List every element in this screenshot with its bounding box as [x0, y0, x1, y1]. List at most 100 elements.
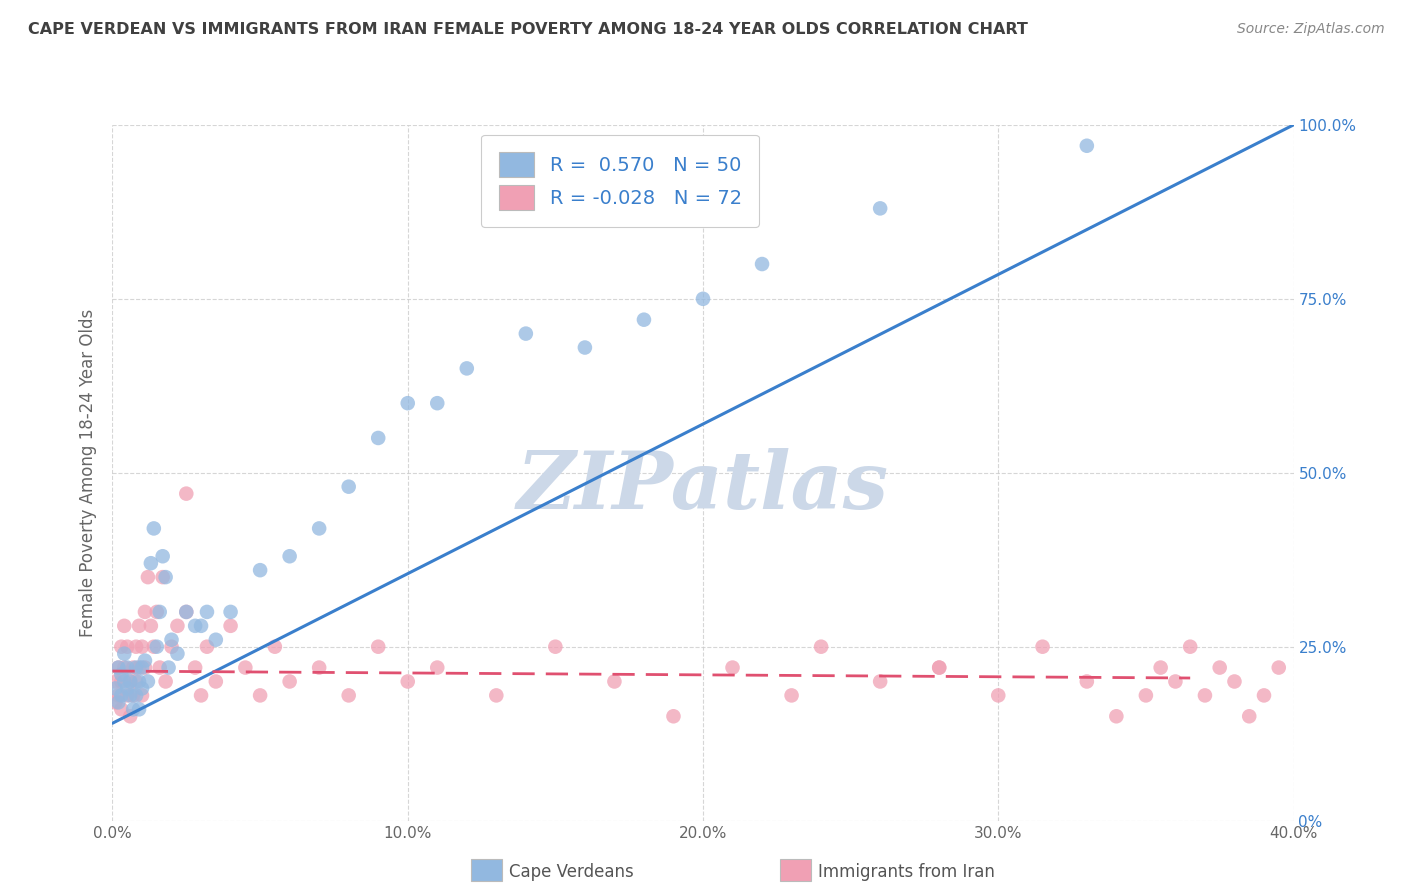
- Point: [149, 605, 172, 619]
- Point: [190, 689, 212, 703]
- Point: [139, 556, 162, 570]
- Point: [195, 605, 218, 619]
- Point: [160, 640, 183, 654]
- Point: [396, 674, 419, 689]
- Point: [149, 660, 172, 674]
- Point: [128, 619, 150, 633]
- Point: [869, 202, 891, 216]
- Point: [1164, 674, 1187, 689]
- Point: [104, 674, 127, 689]
- Point: [112, 674, 135, 689]
- Point: [128, 674, 150, 689]
- Point: [485, 689, 508, 703]
- Point: [136, 674, 159, 689]
- Point: [928, 660, 950, 674]
- Point: [603, 674, 626, 689]
- Point: [142, 640, 165, 654]
- Point: [134, 654, 156, 668]
- Point: [110, 689, 132, 703]
- Point: [117, 681, 138, 696]
- Point: [107, 660, 129, 674]
- Point: [122, 689, 145, 703]
- Point: [107, 660, 129, 674]
- Point: [131, 689, 153, 703]
- Point: [125, 689, 148, 703]
- Point: [1105, 709, 1128, 723]
- Point: [174, 605, 197, 619]
- Point: [110, 667, 132, 681]
- Point: [152, 570, 174, 584]
- Point: [367, 640, 389, 654]
- Point: [117, 640, 138, 654]
- Point: [1239, 709, 1261, 723]
- Point: [125, 640, 148, 654]
- Point: [128, 660, 150, 674]
- Point: [426, 396, 449, 410]
- Point: [136, 570, 159, 584]
- Point: [1076, 674, 1098, 689]
- Point: [104, 681, 127, 696]
- Point: [987, 689, 1010, 703]
- Point: [160, 632, 183, 647]
- Text: Source: ZipAtlas.com: Source: ZipAtlas.com: [1237, 22, 1385, 37]
- Point: [1178, 640, 1201, 654]
- Point: [205, 674, 228, 689]
- Point: [128, 702, 150, 716]
- Text: CAPE VERDEAN VS IMMIGRANTS FROM IRAN FEMALE POVERTY AMONG 18-24 YEAR OLDS CORREL: CAPE VERDEAN VS IMMIGRANTS FROM IRAN FEM…: [28, 22, 1028, 37]
- Text: Immigrants from Iran: Immigrants from Iran: [818, 863, 995, 881]
- Point: [120, 709, 142, 723]
- Point: [131, 681, 153, 696]
- Point: [662, 709, 685, 723]
- Point: [751, 257, 773, 271]
- Point: [155, 570, 177, 584]
- Point: [190, 619, 212, 633]
- Point: [1253, 689, 1275, 703]
- Point: [633, 312, 655, 326]
- Point: [308, 521, 330, 535]
- Point: [152, 549, 174, 564]
- Point: [1150, 660, 1173, 674]
- Point: [117, 660, 138, 674]
- Point: [112, 647, 135, 661]
- Point: [107, 695, 129, 709]
- Point: [367, 431, 389, 445]
- Point: [110, 640, 132, 654]
- Point: [219, 605, 242, 619]
- Point: [1135, 689, 1157, 703]
- Point: [1032, 640, 1054, 654]
- Point: [219, 619, 242, 633]
- Point: [134, 605, 156, 619]
- Point: [1223, 674, 1246, 689]
- Point: [574, 341, 596, 355]
- Point: [104, 695, 127, 709]
- Point: [337, 689, 360, 703]
- Point: [122, 702, 145, 716]
- Point: [110, 674, 132, 689]
- Text: ZIPatlas: ZIPatlas: [517, 448, 889, 525]
- Point: [166, 619, 188, 633]
- Point: [426, 660, 449, 674]
- Point: [1194, 689, 1216, 703]
- Point: [122, 660, 145, 674]
- Point: [131, 660, 153, 674]
- Point: [146, 640, 169, 654]
- Point: [125, 660, 148, 674]
- Point: [205, 632, 228, 647]
- Point: [278, 674, 301, 689]
- Point: [278, 549, 301, 564]
- Point: [692, 292, 714, 306]
- Point: [308, 660, 330, 674]
- Text: Cape Verdeans: Cape Verdeans: [509, 863, 634, 881]
- Point: [1076, 138, 1098, 153]
- Point: [396, 396, 419, 410]
- Y-axis label: Female Poverty Among 18-24 Year Olds: Female Poverty Among 18-24 Year Olds: [79, 309, 97, 637]
- Point: [112, 619, 135, 633]
- Point: [456, 361, 478, 376]
- Point: [1208, 660, 1232, 674]
- Point: [142, 521, 165, 535]
- Point: [112, 660, 135, 674]
- Point: [780, 689, 803, 703]
- Point: [869, 674, 891, 689]
- Point: [166, 647, 188, 661]
- Point: [515, 326, 537, 341]
